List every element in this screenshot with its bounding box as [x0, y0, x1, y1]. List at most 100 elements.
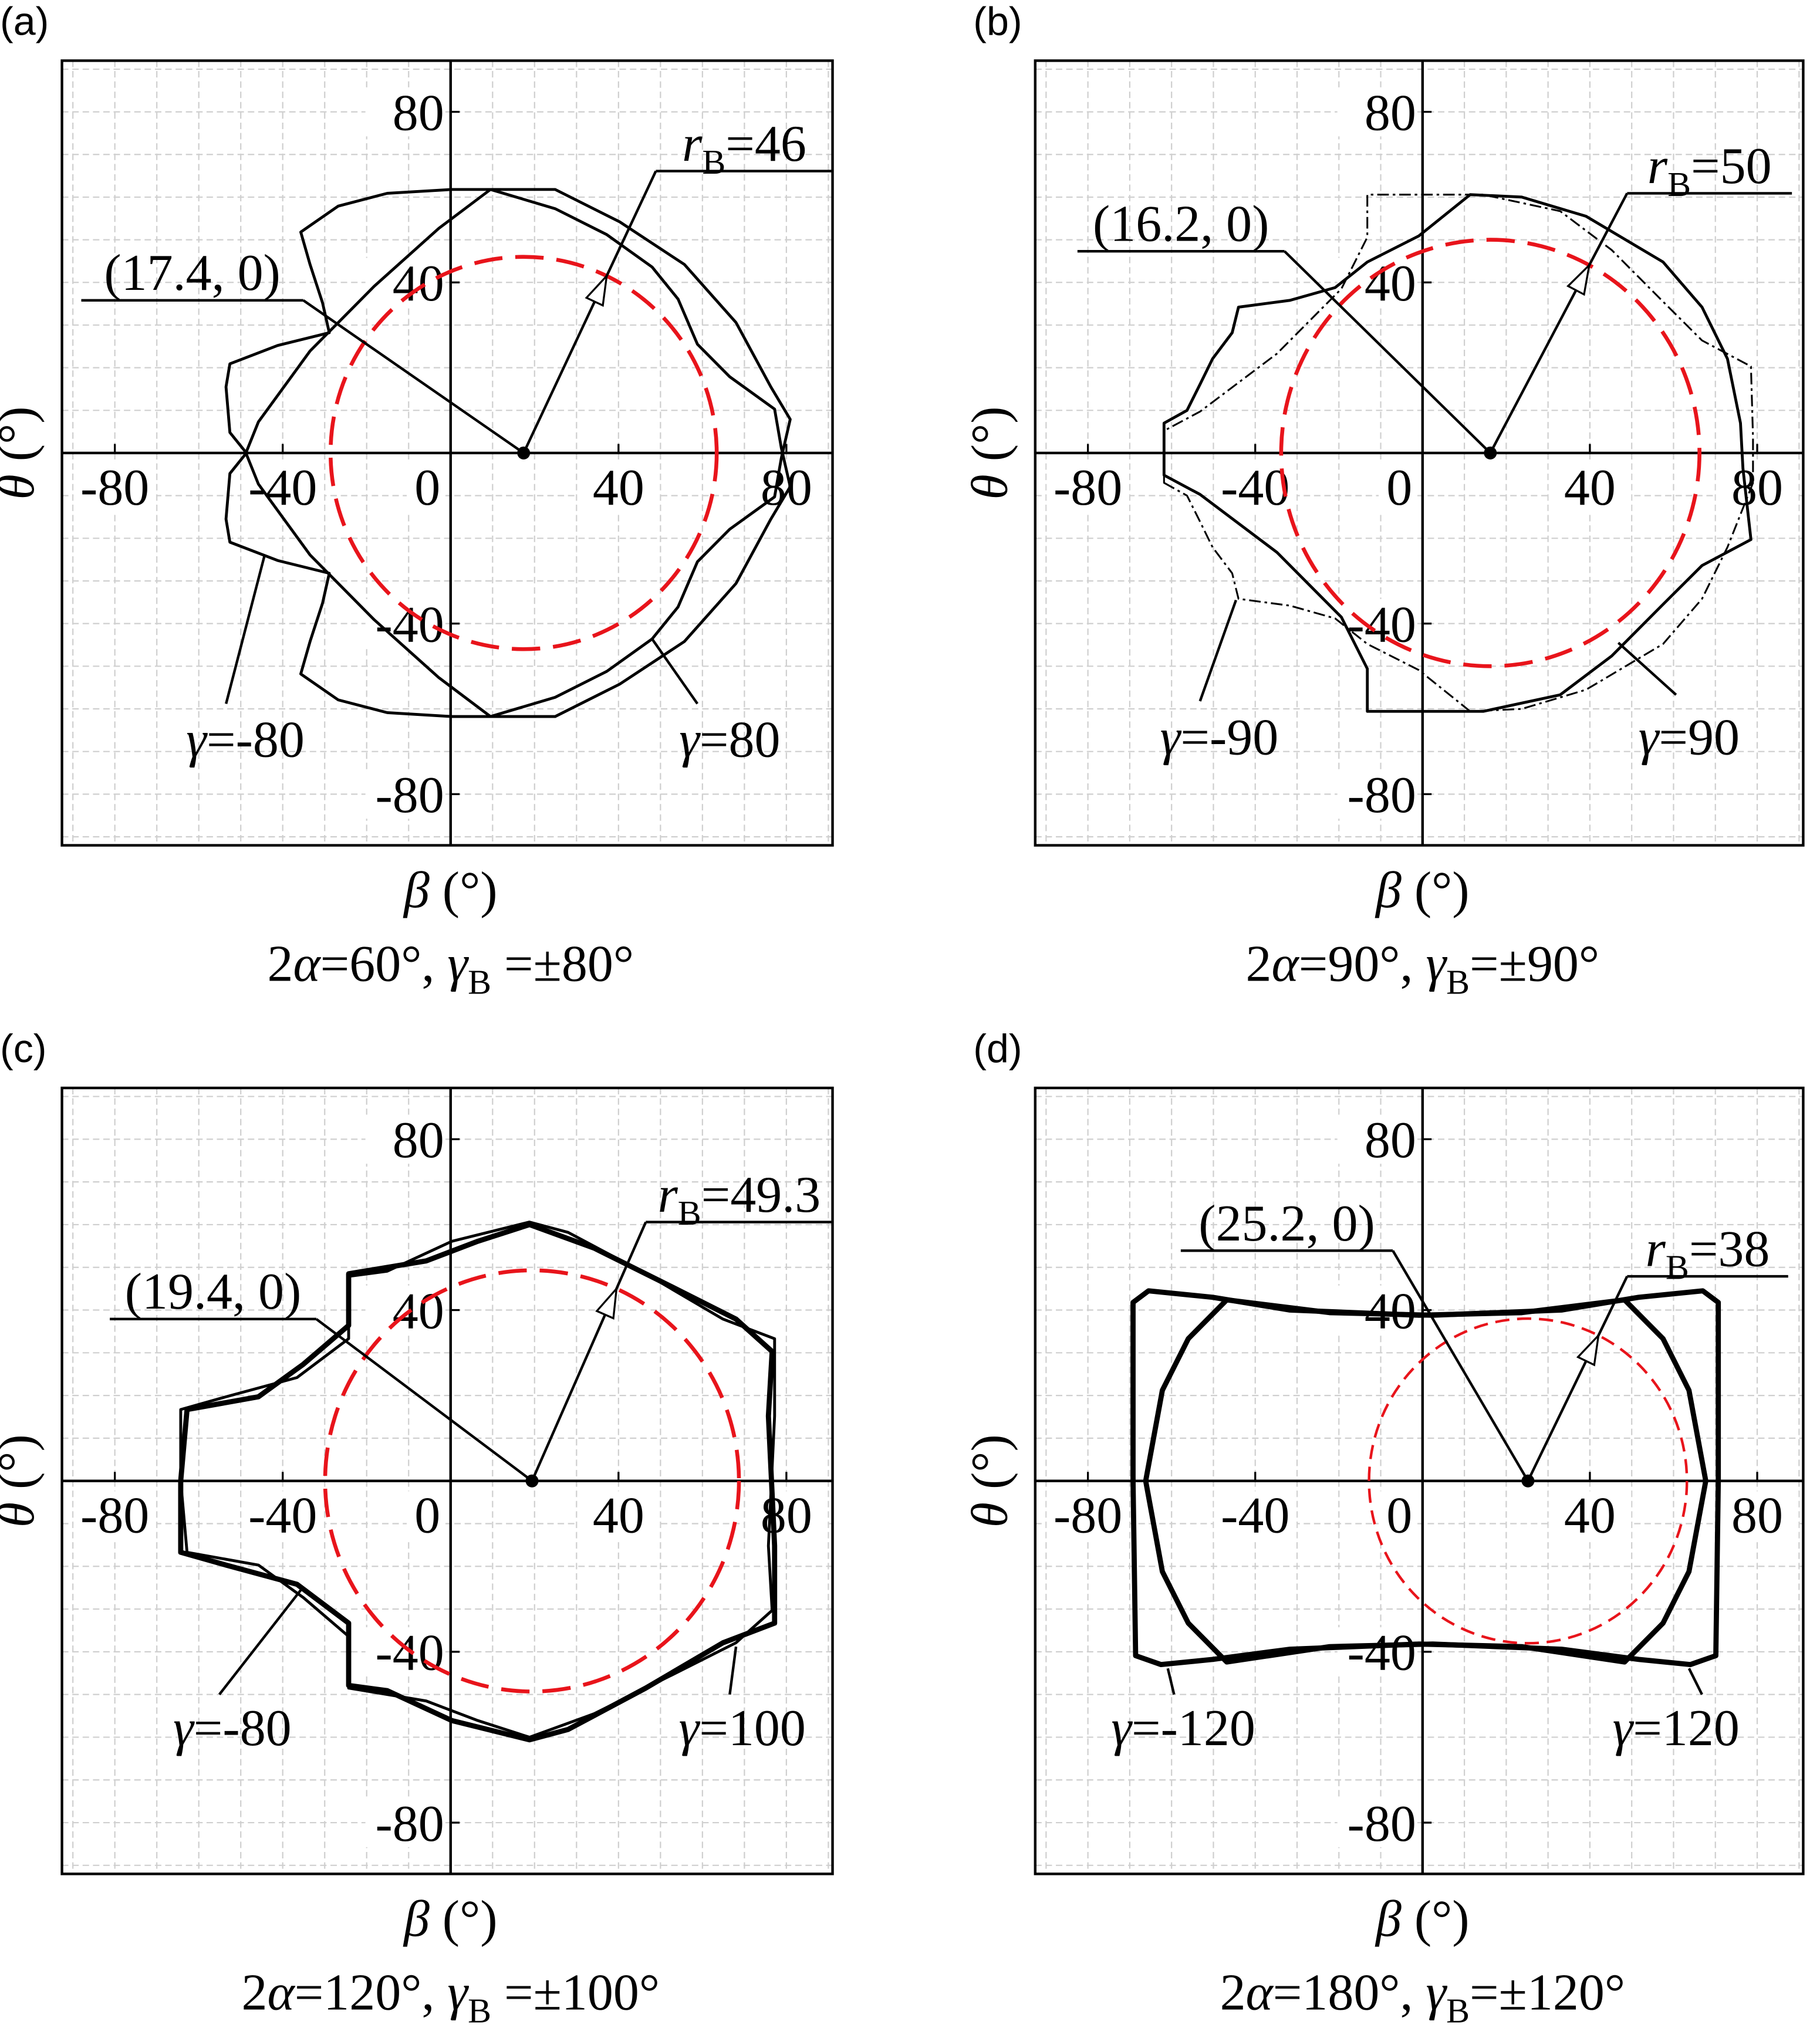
radius-arrow	[1527, 1276, 1629, 1482]
text-part: (°)	[961, 406, 1018, 474]
x-axis-title: β (°)	[403, 862, 498, 919]
center-label: (16.2, 0)	[1093, 196, 1269, 253]
caption: 2α=180°, γB=±120°	[1220, 1964, 1626, 2028]
text-part: γ	[679, 712, 701, 769]
tick-label-bg	[1337, 87, 1418, 137]
text-part: B	[468, 1991, 491, 2028]
arrow-head	[595, 1286, 618, 1320]
text-part: θ	[961, 474, 1018, 499]
text-part: =49.3	[701, 1167, 821, 1223]
x-tick-label: 40	[593, 459, 644, 516]
y-tick-label: 80	[393, 84, 444, 141]
leader-line	[1687, 1668, 1703, 1695]
text-part: B	[1667, 165, 1691, 204]
text-part: =±120°	[1470, 1964, 1625, 2021]
x-axis-title: β (°)	[1375, 1891, 1470, 1948]
text-part: r	[1647, 138, 1668, 195]
text-part: (°)	[961, 1434, 1018, 1502]
tick-label-bg	[1337, 1114, 1418, 1164]
center-label: (19.4, 0)	[125, 1263, 302, 1320]
text-part: (°)	[430, 1891, 498, 1948]
y-tick-label: -80	[376, 1796, 444, 1853]
text-part: 2	[1220, 1964, 1246, 2021]
tick-label-bg	[1046, 463, 1130, 513]
y-tick-label: 40	[393, 1283, 444, 1340]
tick-label-bg	[406, 463, 445, 513]
series-label: γ=-120	[1111, 1700, 1255, 1757]
tick-label-bg	[73, 463, 157, 513]
y-tick-label: -40	[1348, 1625, 1416, 1682]
text-part: =90°,	[1299, 935, 1426, 992]
text-part: =-90	[1180, 709, 1278, 766]
text-part: =-120	[1132, 1700, 1255, 1757]
text-part: =50	[1691, 138, 1772, 195]
tick-label-bg	[406, 1491, 445, 1540]
tick-label-bg	[365, 1285, 445, 1335]
x-tick-label: 40	[593, 1488, 644, 1544]
tick-label-bg	[1716, 1491, 1799, 1540]
radius-arrow	[531, 1221, 647, 1482]
tick-label-bg	[577, 463, 660, 513]
arrow-head	[1566, 262, 1591, 296]
y-tick-label: 80	[1365, 84, 1416, 141]
tick-label-bg	[1046, 1491, 1130, 1540]
text-part: 2	[268, 935, 293, 992]
text-part: (°)	[1402, 1891, 1470, 1948]
series-label: γ=120	[1613, 1700, 1740, 1757]
leader-line	[315, 1318, 533, 1482]
leader-line	[302, 299, 525, 454]
inscribed-circle	[1279, 238, 1701, 668]
leader-line	[1284, 250, 1491, 454]
text-part: γ	[447, 1964, 469, 2021]
tick-label-bg	[1337, 1798, 1418, 1847]
text-part: 2	[242, 1964, 268, 2021]
tick-label-bg	[1214, 1491, 1297, 1540]
inscribed-circle	[323, 1268, 741, 1694]
y-axis-title: θ (°)	[961, 1434, 1018, 1527]
text-part: γ	[173, 1700, 195, 1757]
leader-line	[1392, 1250, 1529, 1482]
text-part: γ	[1426, 935, 1447, 992]
radius-arrow	[522, 170, 657, 454]
radius-label: rB=46	[682, 116, 806, 181]
series-label: γ=80	[679, 712, 780, 769]
tick-label-bg	[745, 1491, 828, 1540]
radius-label: rB=49.3	[658, 1167, 821, 1232]
x-tick-label: 0	[1386, 459, 1412, 516]
text-part: =60°,	[320, 935, 448, 992]
curve	[1163, 194, 1754, 712]
text-part: θ	[0, 1502, 45, 1527]
text-part: =90	[1659, 709, 1740, 766]
panel-label: (b)	[973, 0, 1022, 43]
tick-label-bg	[1337, 599, 1418, 648]
tick-label-bg	[241, 1491, 325, 1540]
text-part: =120	[1633, 1700, 1740, 1757]
x-tick-label: -80	[80, 1488, 149, 1544]
tick-label-bg	[1337, 1627, 1418, 1677]
text-part: α	[1272, 935, 1300, 992]
text-part: γ	[186, 712, 208, 769]
tick-label-bg	[73, 1491, 157, 1540]
y-axis-title: θ (°)	[0, 1434, 45, 1527]
text-part: γ	[447, 935, 469, 992]
panel-label: (d)	[973, 1026, 1022, 1071]
panel-label: (c)	[0, 1026, 46, 1071]
center-label: (25.2, 0)	[1198, 1195, 1375, 1252]
text-part: =38	[1689, 1221, 1770, 1277]
y-tick-label: -40	[376, 596, 444, 653]
arrow-head	[1576, 1332, 1600, 1367]
text-part: β	[1375, 862, 1402, 919]
text-part: =±100°	[491, 1964, 660, 2021]
tick-label-bg	[365, 1114, 445, 1164]
text-part: (°)	[0, 1434, 45, 1502]
leader-line	[218, 1586, 305, 1696]
y-tick-label: 80	[1365, 1112, 1416, 1169]
text-part: γ	[1111, 1700, 1133, 1757]
y-axis-title: θ (°)	[961, 406, 1018, 499]
text-part: =180°,	[1273, 1964, 1426, 2021]
x-tick-label: -80	[80, 459, 149, 516]
text-part: α	[1246, 1964, 1274, 2021]
text-part: B	[678, 1194, 701, 1232]
text-part: B	[702, 143, 725, 181]
